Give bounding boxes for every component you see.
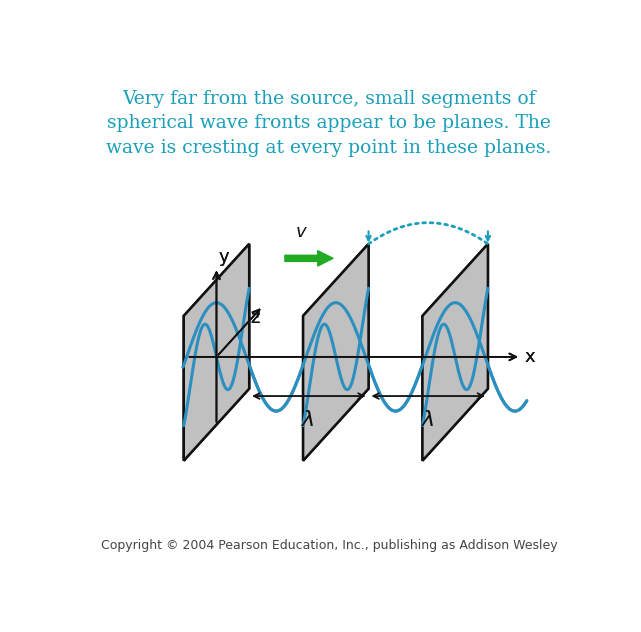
Text: z: z <box>250 309 260 327</box>
Polygon shape <box>184 244 249 461</box>
Text: x: x <box>525 348 535 366</box>
Text: x: x <box>525 348 535 366</box>
Text: z: z <box>250 309 260 327</box>
Text: λ: λ <box>303 410 315 430</box>
Text: Very far from the source, small segments of: Very far from the source, small segments… <box>122 90 536 107</box>
Polygon shape <box>303 244 369 461</box>
Text: λ: λ <box>422 410 435 430</box>
Text: y: y <box>219 248 229 266</box>
Text: spherical wave fronts appear to be planes. The: spherical wave fronts appear to be plane… <box>107 114 551 132</box>
Text: v: v <box>296 223 306 241</box>
Text: y: y <box>219 248 229 266</box>
Polygon shape <box>303 244 369 461</box>
Polygon shape <box>422 244 488 461</box>
Polygon shape <box>422 244 488 461</box>
Polygon shape <box>184 244 249 461</box>
Text: Copyright © 2004 Pearson Education, Inc., publishing as Addison Wesley: Copyright © 2004 Pearson Education, Inc.… <box>101 538 557 552</box>
Text: wave is cresting at every point in these planes.: wave is cresting at every point in these… <box>106 139 552 157</box>
